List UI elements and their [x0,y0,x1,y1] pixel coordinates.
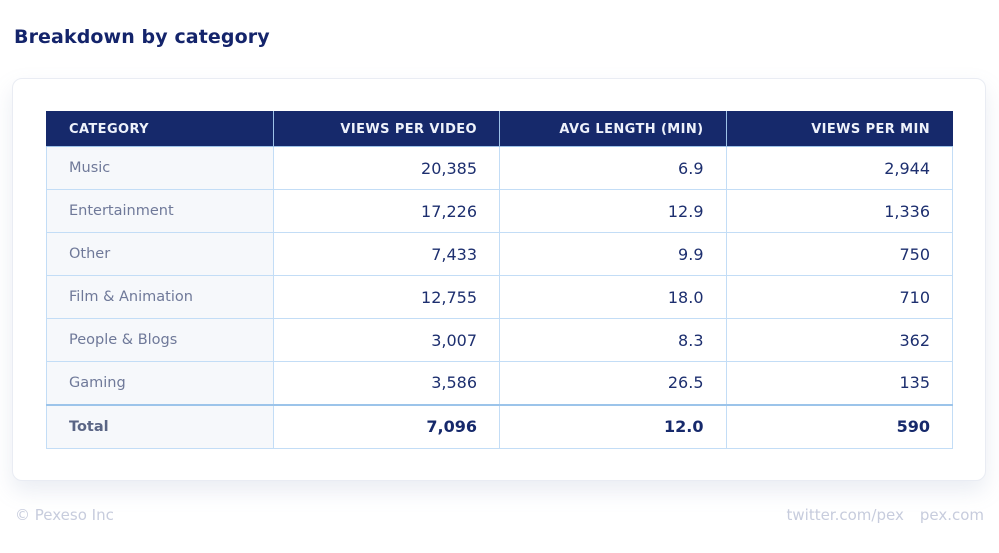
footer-links: twitter.com/pex pex.com [787,506,985,524]
views-per-video-cell: 20,385 [272,146,500,190]
views-per-min-cell: 750 [725,232,953,276]
footer: © Pexeso Inc twitter.com/pex pex.com [0,506,999,524]
table-row: Gaming 3,586 26.5 135 [46,361,953,405]
table-row: Other 7,433 9.9 750 [46,232,953,276]
avg-length-cell: 18.0 [499,275,727,319]
column-header-views-per-video: VIEWS PER VIDEO [272,111,500,147]
category-cell: Gaming [46,361,274,405]
views-per-min-cell: 135 [725,361,953,405]
breakdown-card: CATEGORY VIEWS PER VIDEO AVG LENGTH (MIN… [12,78,986,481]
column-header-category: CATEGORY [46,111,274,147]
column-header-avg-length: AVG LENGTH (MIN) [499,111,727,147]
avg-length-cell: 6.9 [499,146,727,190]
copyright-text: © Pexeso Inc [15,506,114,524]
category-cell: People & Blogs [46,318,274,362]
avg-length-cell: 26.5 [499,361,727,405]
avg-length-cell: 9.9 [499,232,727,276]
total-avg-length-cell: 12.0 [499,403,727,449]
category-cell: Film & Animation [46,275,274,319]
category-cell: Entertainment [46,189,274,233]
category-cell: Other [46,232,274,276]
views-per-video-cell: 3,586 [272,361,500,405]
views-per-min-cell: 1,336 [725,189,953,233]
views-per-min-cell: 710 [725,275,953,319]
views-per-video-cell: 17,226 [272,189,500,233]
table-header-row: CATEGORY VIEWS PER VIDEO AVG LENGTH (MIN… [46,111,953,147]
total-views-per-min-cell: 590 [725,403,953,449]
table-row: Film & Animation 12,755 18.0 710 [46,275,953,319]
table-total-row: Total 7,096 12.0 590 [46,403,953,449]
total-views-per-video-cell: 7,096 [272,403,500,449]
table-row: Entertainment 17,226 12.9 1,336 [46,189,953,233]
avg-length-cell: 12.9 [499,189,727,233]
views-per-video-cell: 12,755 [272,275,500,319]
table-header: CATEGORY VIEWS PER VIDEO AVG LENGTH (MIN… [46,111,953,147]
views-per-min-cell: 2,944 [725,146,953,190]
column-header-views-per-min: VIEWS PER MIN [725,111,953,147]
views-per-video-cell: 7,433 [272,232,500,276]
views-per-video-cell: 3,007 [272,318,500,362]
avg-length-cell: 8.3 [499,318,727,362]
twitter-link[interactable]: twitter.com/pex [786,506,904,524]
table-row: Music 20,385 6.9 2,944 [46,146,953,190]
views-per-min-cell: 362 [725,318,953,362]
category-cell: Music [46,146,274,190]
category-breakdown-table: CATEGORY VIEWS PER VIDEO AVG LENGTH (MIN… [46,111,953,449]
table-row: People & Blogs 3,007 8.3 362 [46,318,953,362]
website-link[interactable]: pex.com [919,506,984,524]
total-label-cell: Total [46,403,274,449]
page-title: Breakdown by category [14,26,270,48]
